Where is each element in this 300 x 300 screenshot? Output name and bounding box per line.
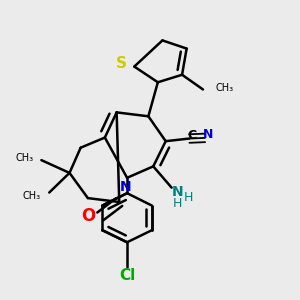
Text: CH₃: CH₃	[15, 153, 33, 163]
Text: CH₃: CH₃	[22, 191, 40, 201]
Text: N: N	[203, 128, 213, 141]
Text: S: S	[116, 56, 128, 71]
Text: N: N	[172, 184, 183, 199]
Text: CH₃: CH₃	[215, 83, 234, 93]
Text: Cl: Cl	[119, 268, 135, 284]
Text: H: H	[183, 191, 193, 204]
Text: O: O	[81, 207, 95, 225]
Text: H: H	[173, 197, 182, 211]
Text: C: C	[187, 129, 196, 142]
Text: N: N	[120, 180, 131, 194]
